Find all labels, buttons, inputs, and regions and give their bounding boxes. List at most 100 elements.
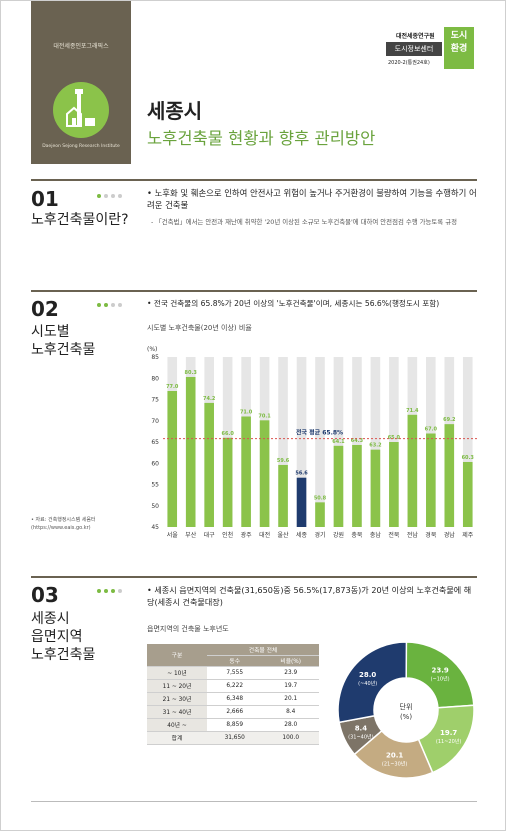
table-title: 읍면지역의 건축물 노후년도 (147, 625, 229, 633)
slice-value: 28.0 (359, 671, 376, 679)
data-label: 67.0 (425, 427, 438, 433)
table-cell: 2,666 (207, 705, 263, 719)
donut-center-unit: (%) (400, 713, 412, 721)
table-cell: 31 ~ 40년 (147, 705, 207, 719)
slice-value: 23.9 (431, 666, 448, 674)
bar-background (278, 357, 288, 527)
data-label: 56.6 (295, 471, 308, 477)
y-tick-label: 60 (151, 460, 159, 467)
table-col-header: 건축물 전체 (207, 644, 319, 656)
table-cell: 20.1 (262, 692, 319, 706)
table-cell: 28.0 (262, 718, 319, 732)
section1-divider (31, 179, 477, 181)
donut-slice (405, 641, 475, 709)
bar (444, 424, 455, 527)
x-tick-label: 전북 (388, 531, 400, 539)
badge-center: 도시정보센터 (386, 42, 442, 56)
chart-title: 시도별 노후건축물(20년 이상) 비율 (147, 324, 252, 332)
x-tick-label: 충남 (370, 531, 382, 539)
data-label: 64.3 (351, 438, 364, 444)
table-row: ~ 10년 7,555 23.9 (147, 666, 319, 680)
y-tick-label: 75 (151, 397, 159, 404)
bar (426, 433, 436, 527)
bar-chart: (%) 45 50 55 60 65 70 75 80 85 77.0 서울 80.3 부산 74.2 대구 6… (147, 346, 477, 539)
table-row: 40년 ~8,859 28.0 (147, 718, 319, 732)
x-tick-label: 울산 (278, 531, 290, 539)
table-cell: 23.9 (262, 666, 319, 680)
slice-label: (31~40년) (348, 734, 373, 741)
bar (278, 464, 288, 527)
table-cell: 40년 ~ (147, 718, 207, 732)
slice-label: (11~20년) (436, 738, 461, 745)
x-tick-label: 강원 (333, 531, 344, 539)
table-col-group: 구분 (147, 644, 207, 667)
table-cell: 19.7 (262, 679, 319, 693)
section1-subnote: - 「건축법」에서는 안전과 재난에 취약한 '20년 이상된 소규모 노후건축… (151, 218, 457, 226)
bar-background (296, 357, 307, 527)
table-cell: 100.0 (262, 731, 319, 745)
table-cell: 6,348 (207, 692, 263, 706)
x-tick-label: 부산 (185, 531, 197, 539)
table-cell: 합계 (147, 731, 207, 745)
table-cell: 8.4 (262, 705, 319, 719)
bar (352, 444, 362, 527)
bar (204, 402, 214, 527)
x-tick-label: 충북 (351, 531, 363, 539)
bar-background (352, 357, 362, 527)
bar (407, 414, 418, 527)
section2-divider (31, 290, 477, 292)
y-tick-label: 70 (151, 418, 159, 425)
data-label: 64.1 (332, 439, 345, 445)
table-row: 31 ~ 40년 2,666 8.4 (147, 705, 319, 719)
bar (370, 449, 381, 527)
section1-bullet: • 노후화 및 훼손으로 인하여 안전사고 위험이 높거나 주거환경이 불량하여… (147, 188, 477, 210)
section1-number: 01 (31, 187, 59, 211)
page-subtitle: 노후건축물 현황과 향후 관리방안 (147, 129, 376, 148)
section3-dots (97, 589, 122, 593)
data-label: 69.2 (443, 417, 456, 423)
bar-background (462, 357, 473, 527)
badge-issue: 2020-2(통권24호) (388, 60, 430, 66)
bar (333, 445, 344, 527)
x-tick-label: 대구 (204, 531, 216, 539)
average-label: 전국 평균 65.8% (296, 429, 343, 437)
bar (296, 477, 307, 527)
section1-dots (97, 194, 122, 198)
data-label: 74.2 (203, 396, 216, 402)
data-label: 70.1 (258, 413, 271, 419)
x-tick-label: 대전 (259, 531, 270, 539)
data-label: 59.6 (277, 458, 290, 464)
bar (185, 376, 196, 527)
y-axis-unit: (%) (147, 346, 157, 353)
building-icon (53, 82, 109, 138)
x-tick-label: 광주 (241, 532, 253, 539)
data-label: 77.0 (166, 384, 179, 390)
data-label: 80.3 (185, 370, 198, 376)
section3-divider (31, 576, 477, 578)
section3-bullet: • 세종시 읍면지역의 건축물(31,650동)중 56.5%(17,873동)… (147, 585, 472, 607)
age-table: 구분 건축물 전체 동수 비율(%) ~ 10년 7,555 23.9 11 ~ 20… (147, 644, 319, 745)
sidebar-top-label: 대전세종인포그래픽스 (53, 43, 109, 50)
table-cell: 8,859 (207, 718, 263, 732)
x-tick-label: 인천 (222, 531, 233, 539)
table-cell: 31,650 (207, 731, 263, 745)
table-cell: 6,222 (207, 679, 263, 693)
bar (222, 437, 233, 527)
data-label: 71.0 (240, 410, 253, 416)
x-tick-label: 경남 (444, 531, 456, 539)
badge-box: 대전세종연구원 도시정보센터 2020-2(통권24호) (386, 27, 442, 69)
table-cell: 11 ~ 20년 (147, 679, 207, 693)
donut-slice (337, 641, 408, 724)
badge-topic: 도시 환경 (444, 27, 474, 69)
bar (167, 391, 178, 527)
table-col-count: 동수 (207, 655, 263, 667)
data-label: 71.4 (406, 408, 419, 414)
slice-label: (~10년) (431, 675, 450, 682)
page-title: 세종시 (147, 99, 203, 123)
section3-number: 03 (31, 583, 59, 607)
donut-chart: 23.9(~10년) 19.7(11~20년) 20.1(21~30년) 8.4(31… (337, 641, 475, 779)
section3-title: 세종시 읍면지역 노후건축물 (31, 611, 96, 663)
y-tick-label: 50 (151, 503, 159, 510)
section2-number: 02 (31, 297, 59, 321)
